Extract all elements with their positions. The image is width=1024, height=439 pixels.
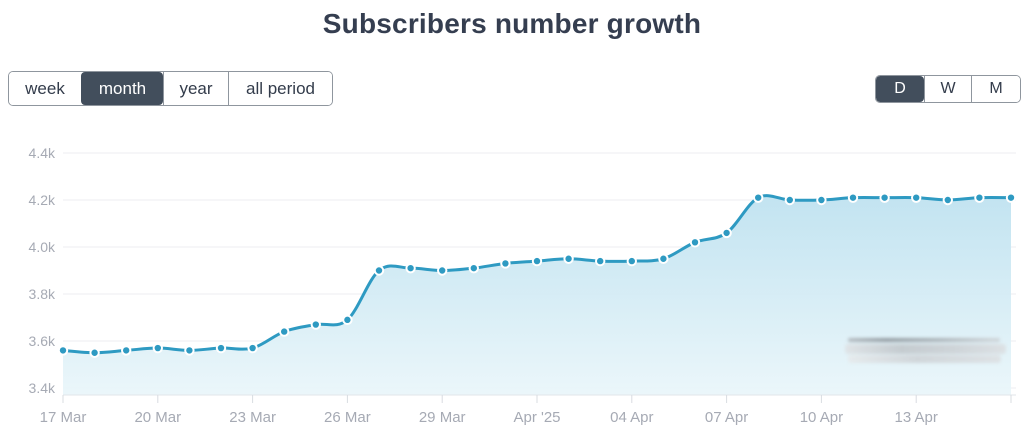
y-axis-tick-label: 4.2k (29, 192, 56, 208)
subscribers-area-chart: 4.4k 4.2k 4.0k 3.8k 3.6k 3.4k 17 Mar 20 Mar 23 M… (0, 130, 1024, 439)
data-point[interactable] (879, 192, 890, 203)
tab-month-granularity[interactable]: M (971, 76, 1020, 102)
x-axis-tick-label: 23 Mar (229, 409, 276, 426)
x-axis-tick-label: 26 Mar (324, 409, 371, 426)
y-axis-tick-label: 4.0k (29, 239, 56, 255)
data-point[interactable] (595, 255, 606, 267)
data-point[interactable] (89, 347, 100, 358)
data-point[interactable] (563, 253, 574, 264)
page-title: Subscribers number growth (322, 8, 702, 39)
data-point[interactable] (342, 314, 353, 326)
x-axis-tick-label: 13 Apr (895, 409, 938, 426)
tab-month[interactable]: month (81, 72, 163, 105)
data-point[interactable] (974, 192, 985, 203)
x-axis-tick-label: 17 Mar (40, 409, 87, 426)
data-point[interactable] (468, 262, 479, 274)
data-point[interactable] (500, 258, 511, 269)
tab-week[interactable]: week (9, 72, 81, 105)
data-point[interactable] (437, 265, 448, 276)
tab-all-period[interactable]: all period (228, 72, 332, 105)
x-axis-tick-label: Apr '25 (513, 409, 560, 426)
area-fill (63, 195, 1011, 395)
x-axis-tick-label: 10 Apr (800, 409, 843, 426)
tab-year[interactable]: year (163, 72, 228, 105)
data-point[interactable] (753, 192, 764, 203)
data-point[interactable] (784, 194, 795, 206)
x-axis-tick-label: 04 Apr (610, 409, 653, 426)
data-point[interactable] (184, 345, 195, 356)
data-point[interactable] (373, 265, 385, 276)
data-point[interactable] (658, 253, 669, 264)
data-point[interactable] (152, 342, 164, 354)
data-point[interactable] (310, 319, 321, 330)
data-point[interactable] (689, 237, 701, 248)
data-point[interactable] (847, 192, 859, 203)
y-axis-tick-label: 4.4k (29, 145, 56, 161)
y-axis-tick-label: 3.4k (29, 380, 56, 396)
data-point[interactable] (57, 345, 69, 356)
data-point[interactable] (721, 227, 732, 239)
data-point[interactable] (279, 326, 290, 337)
data-point[interactable] (247, 342, 258, 354)
data-point[interactable] (215, 342, 227, 354)
data-point[interactable] (405, 262, 416, 274)
x-axis-tick-label: 20 Mar (134, 409, 181, 426)
data-point[interactable] (816, 194, 827, 206)
data-point[interactable] (911, 192, 922, 203)
tab-day[interactable]: D (876, 76, 924, 102)
y-axis-tick-label: 3.6k (29, 333, 56, 349)
y-axis-tick-label: 3.8k (29, 286, 56, 302)
data-point[interactable] (626, 255, 637, 267)
data-point[interactable] (531, 255, 543, 267)
data-point[interactable] (1005, 192, 1017, 203)
x-axis-tick-label: 07 Apr (705, 409, 748, 426)
tab-week-granularity[interactable]: W (924, 76, 971, 102)
granularity-tab-group: D W M (875, 75, 1021, 103)
x-axis-tick-label: 29 Mar (419, 409, 466, 426)
data-point[interactable] (121, 345, 132, 356)
chart-canvas: 4.4k 4.2k 4.0k 3.8k 3.6k 3.4k 17 Mar 20 Mar 23 M… (29, 145, 1017, 426)
period-tab-group: week month year all period (8, 71, 333, 106)
data-point[interactable] (942, 194, 953, 206)
